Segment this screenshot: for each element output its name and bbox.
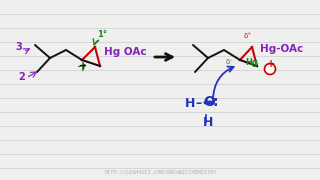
Circle shape <box>265 64 276 75</box>
Text: H: H <box>203 116 213 129</box>
Text: +: + <box>268 58 276 69</box>
Text: O: O <box>203 95 215 109</box>
Text: HTTP://LEAH4SCI.COM/ORGANICCHEMISTRY: HTTP://LEAH4SCI.COM/ORGANICCHEMISTRY <box>104 170 216 175</box>
Text: –: – <box>195 97 201 110</box>
Text: :: : <box>213 95 219 109</box>
Text: Hg-OAc: Hg-OAc <box>260 44 303 54</box>
Text: Hg OAc: Hg OAc <box>104 47 147 57</box>
Text: δ⁺: δ⁺ <box>244 33 252 39</box>
Text: +: + <box>79 61 87 71</box>
Text: 3: 3 <box>15 42 22 52</box>
Text: δ⁻: δ⁻ <box>226 59 234 65</box>
Text: H: H <box>185 97 196 110</box>
Text: 2: 2 <box>18 72 25 82</box>
Text: Hg: Hg <box>245 58 258 67</box>
Text: 1°: 1° <box>97 30 107 39</box>
